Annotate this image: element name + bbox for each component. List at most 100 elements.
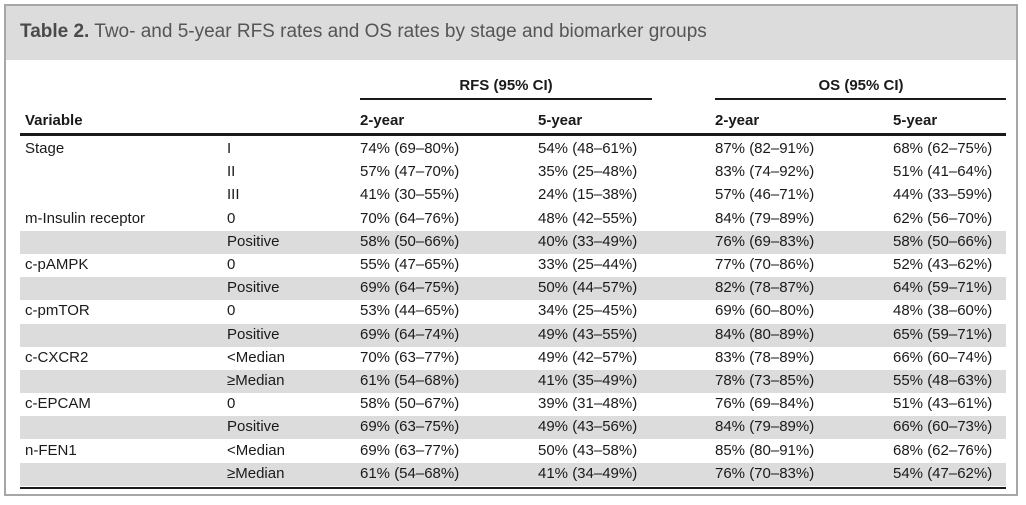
table-row: c-EPCAM 0 58% (50–67%) 39% (31–48%) 76% (69–… <box>20 393 1006 416</box>
row-rfs-2year-cell: 69% (64–75%) <box>360 279 460 296</box>
row-rfs-5year-cell: 54% (48–61%) <box>538 140 638 157</box>
row-variable-cell: c-CXCR2 <box>25 349 89 366</box>
row-rfs-2year-cell: 58% (50–67%) <box>360 395 460 412</box>
row-group-cell: II <box>227 163 236 180</box>
row-variable-cell: Stage <box>25 140 65 157</box>
row-os-5year-cell: 66% (60–73%) <box>893 418 993 435</box>
row-rfs-2year-cell: 69% (64–74%) <box>360 326 460 343</box>
column-header-rfs-5year: 5-year <box>538 112 583 129</box>
row-rfs-5year-cell: 49% (42–57%) <box>538 349 638 366</box>
row-group-cell: Positive <box>227 418 280 435</box>
row-os-2year-cell: 83% (74–92%) <box>715 163 815 180</box>
row-rfs-2year-cell: 57% (47–70%) <box>360 163 460 180</box>
row-os-2year-cell: 76% (70–83%) <box>715 465 815 482</box>
row-group-cell: <Median <box>227 442 285 459</box>
caption-label: Table 2. <box>20 21 90 42</box>
row-os-5year-cell: 65% (59–71%) <box>893 326 993 343</box>
column-header-os-2year: 2-year <box>715 112 760 129</box>
row-group-cell: Positive <box>227 279 280 296</box>
row-os-2year-cell: 69% (60–80%) <box>715 302 815 319</box>
row-os-2year-cell: 83% (78–89%) <box>715 349 815 366</box>
column-header-variable: Variable <box>25 112 83 129</box>
row-group-cell: 0 <box>227 210 236 227</box>
row-variable-cell: c-pAMPK <box>25 256 89 273</box>
row-os-2year-cell: 84% (79–89%) <box>715 418 815 435</box>
table-row: II 57% (47–70%) 35% (25–48%) 83% (74–92%) 51… <box>20 161 1006 184</box>
row-os-5year-cell: 58% (50–66%) <box>893 233 993 250</box>
row-rfs-5year-cell: 39% (31–48%) <box>538 395 638 412</box>
table-row: m-Insulin receptor 0 70% (64–76%) 48% (42–5… <box>20 208 1006 231</box>
row-variable-cell: m-Insulin receptor <box>25 210 146 227</box>
os-group-rule <box>715 98 1006 100</box>
row-rfs-5year-cell: 49% (43–55%) <box>538 326 638 343</box>
row-rfs-5year-cell: 48% (42–55%) <box>538 210 638 227</box>
row-os-5year-cell: 51% (41–64%) <box>893 163 993 180</box>
row-rfs-5year-cell: 35% (25–48%) <box>538 163 638 180</box>
table-row: Positive 69% (64–75%) 50% (44–57%) 82% (78–… <box>20 277 1006 300</box>
table-row: Positive 69% (63–75%) 49% (43–56%) 84% (79–… <box>20 416 1006 439</box>
row-group-cell: I <box>227 140 232 157</box>
row-os-2year-cell: 78% (73–85%) <box>715 372 815 389</box>
row-rfs-2year-cell: 61% (54–68%) <box>360 372 460 389</box>
row-group-cell: 0 <box>227 395 236 412</box>
row-group-cell: 0 <box>227 302 236 319</box>
table-frame: Table 2. Two- and 5-year RFS rates and O… <box>4 4 1018 496</box>
row-os-2year-cell: 77% (70–86%) <box>715 256 815 273</box>
row-group-cell: ≥Median <box>227 465 285 482</box>
row-os-2year-cell: 76% (69–83%) <box>715 233 815 250</box>
row-os-5year-cell: 48% (38–60%) <box>893 302 993 319</box>
row-os-5year-cell: 55% (48–63%) <box>893 372 993 389</box>
caption-band: Table 2. Two- and 5-year RFS rates and O… <box>6 6 1016 60</box>
group-header-rfs: RFS (95% CI) <box>459 77 553 94</box>
row-rfs-5year-cell: 33% (25–44%) <box>538 256 638 273</box>
row-rfs-2year-cell: 41% (30–55%) <box>360 186 460 203</box>
row-os-2year-cell: 85% (80–91%) <box>715 442 815 459</box>
table-row: ≥Median 61% (54–68%) 41% (35–49%) 78% (73–8… <box>20 370 1006 393</box>
row-group-cell: ≥Median <box>227 372 285 389</box>
row-group-cell: Positive <box>227 326 280 343</box>
column-header-os-5year: 5-year <box>893 112 938 129</box>
group-header-os: OS (95% CI) <box>818 77 904 94</box>
header-rule <box>20 133 1006 136</box>
row-os-5year-cell: 64% (59–71%) <box>893 279 993 296</box>
row-os-2year-cell: 82% (78–87%) <box>715 279 815 296</box>
row-rfs-5year-cell: 41% (34–49%) <box>538 465 638 482</box>
row-rfs-2year-cell: 70% (64–76%) <box>360 210 460 227</box>
row-rfs-2year-cell: 74% (69–80%) <box>360 140 460 157</box>
row-os-5year-cell: 51% (43–61%) <box>893 395 993 412</box>
row-group-cell: 0 <box>227 256 236 273</box>
table-row: Stage I 74% (69–80%) 54% (48–61%) 87% (82–91… <box>20 138 1006 161</box>
row-rfs-5year-cell: 50% (43–58%) <box>538 442 638 459</box>
row-rfs-2year-cell: 70% (63–77%) <box>360 349 460 366</box>
row-rfs-5year-cell: 24% (15–38%) <box>538 186 638 203</box>
row-os-2year-cell: 87% (82–91%) <box>715 140 815 157</box>
row-os-5year-cell: 66% (60–74%) <box>893 349 993 366</box>
row-os-5year-cell: 62% (56–70%) <box>893 210 993 227</box>
row-rfs-2year-cell: 55% (47–65%) <box>360 256 460 273</box>
table-row: c-pmTOR 0 53% (44–65%) 34% (25–45%) 69% (60–… <box>20 300 1006 323</box>
row-rfs-5year-cell: 49% (43–56%) <box>538 418 638 435</box>
row-rfs-2year-cell: 61% (54–68%) <box>360 465 460 482</box>
bottom-rule <box>20 487 1006 489</box>
caption-text: Two- and 5-year RFS rates and OS rates b… <box>94 21 707 42</box>
table-row: Positive 58% (50–66%) 40% (33–49%) 76% (69–… <box>20 231 1006 254</box>
row-variable-cell: n-FEN1 <box>25 442 77 459</box>
row-os-5year-cell: 68% (62–75%) <box>893 140 993 157</box>
row-os-2year-cell: 84% (79–89%) <box>715 210 815 227</box>
row-os-5year-cell: 68% (62–76%) <box>893 442 993 459</box>
row-os-5year-cell: 52% (43–62%) <box>893 256 993 273</box>
row-group-cell: <Median <box>227 349 285 366</box>
column-header-rfs-2year: 2-year <box>360 112 405 129</box>
row-rfs-5year-cell: 40% (33–49%) <box>538 233 638 250</box>
table-row: c-CXCR2 <Median 70% (63–77%) 49% (42–57%) 83… <box>20 347 1006 370</box>
row-rfs-2year-cell: 53% (44–65%) <box>360 302 460 319</box>
row-os-2year-cell: 76% (69–84%) <box>715 395 815 412</box>
table-row: c-pAMPK 0 55% (47–65%) 33% (25–44%) 77% (70–… <box>20 254 1006 277</box>
row-rfs-2year-cell: 69% (63–75%) <box>360 418 460 435</box>
row-variable-cell: c-pmTOR <box>25 302 90 319</box>
row-rfs-5year-cell: 34% (25–45%) <box>538 302 638 319</box>
row-group-cell: Positive <box>227 233 280 250</box>
row-rfs-2year-cell: 69% (63–77%) <box>360 442 460 459</box>
row-os-2year-cell: 57% (46–71%) <box>715 186 815 203</box>
row-rfs-2year-cell: 58% (50–66%) <box>360 233 460 250</box>
